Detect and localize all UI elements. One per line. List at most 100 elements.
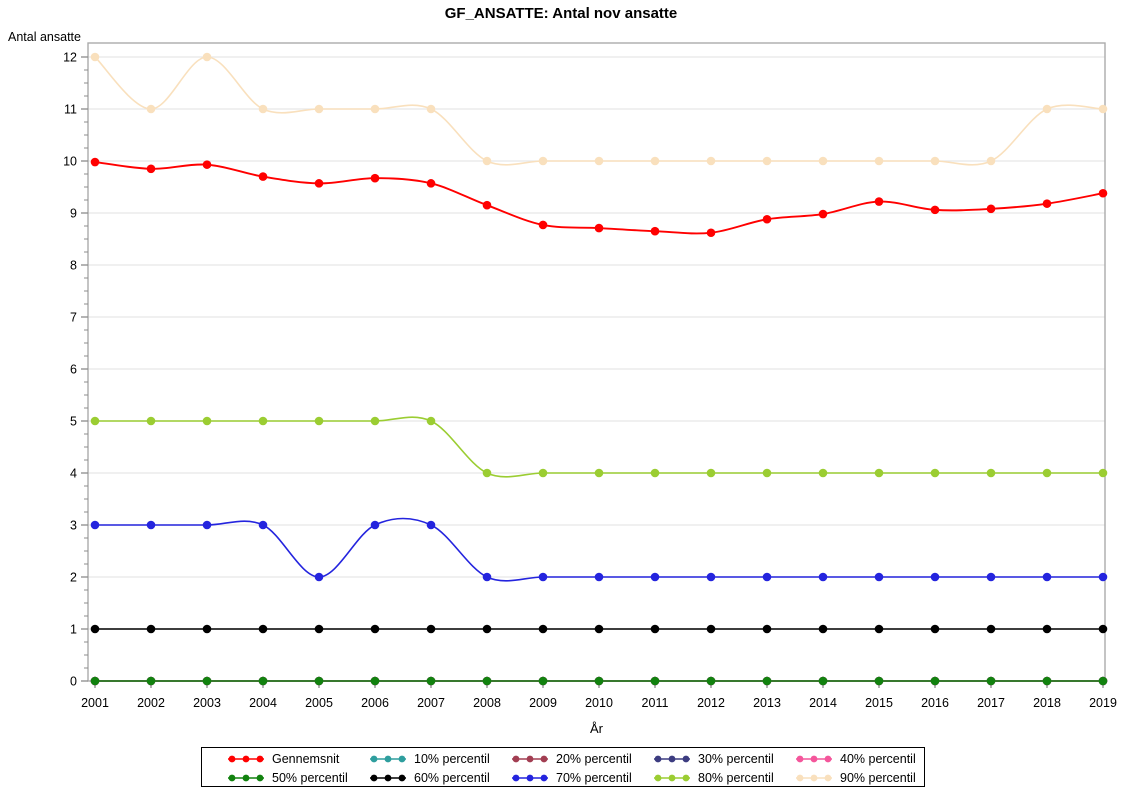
data-point-gennemsnit-2017: [986, 204, 996, 214]
data-point-90-percentil-2018: [1042, 104, 1052, 114]
y-tick-label-2: 2: [70, 571, 77, 585]
series-gennemsnit: [90, 157, 1108, 238]
data-point-gennemsnit-2001: [90, 157, 100, 167]
data-point-90-percentil-2003: [202, 52, 212, 62]
data-point-80-percentil-2016: [930, 468, 940, 478]
data-point-50-percentil-2014: [818, 676, 828, 686]
data-point-70-percentil-2006: [370, 520, 380, 530]
data-point-gennemsnit-2010: [594, 223, 604, 233]
x-tick-label-2009: 2009: [529, 696, 557, 710]
data-point-60-percentil-2019: [1098, 624, 1108, 634]
data-point-60-percentil-2015: [874, 624, 884, 634]
y-tick-label-8: 8: [70, 259, 77, 273]
legend-marker-icon: [228, 774, 264, 781]
y-axis-title: Antal ansatte: [8, 30, 81, 44]
data-point-50-percentil-2019: [1098, 676, 1108, 686]
legend-label: 40% percentil: [840, 751, 916, 766]
legend-marker-icon: [370, 774, 406, 781]
data-point-90-percentil-2010: [594, 156, 604, 166]
legend-item-90-percentil: 90% percentil: [794, 771, 936, 785]
data-point-gennemsnit-2012: [706, 228, 716, 238]
legend-label: 50% percentil: [272, 770, 348, 785]
data-point-70-percentil-2019: [1098, 572, 1108, 582]
legend-label: 80% percentil: [698, 770, 774, 785]
data-point-50-percentil-2001: [90, 676, 100, 686]
data-point-80-percentil-2014: [818, 468, 828, 478]
data-point-gennemsnit-2016: [930, 205, 940, 215]
data-point-60-percentil-2001: [90, 624, 100, 634]
data-point-gennemsnit-2013: [762, 214, 772, 224]
y-tick-label-4: 4: [70, 467, 77, 481]
x-tick-label-2001: 2001: [81, 696, 109, 710]
legend-marker-icon: [228, 755, 264, 762]
data-point-50-percentil-2013: [762, 676, 772, 686]
data-point-80-percentil-2007: [426, 416, 436, 426]
data-point-90-percentil-2016: [930, 156, 940, 166]
data-point-80-percentil-2008: [482, 468, 492, 478]
y-tick-label-3: 3: [70, 519, 77, 533]
data-point-80-percentil-2009: [538, 468, 548, 478]
y-tick-label-10: 10: [63, 155, 77, 169]
data-point-50-percentil-2015: [874, 676, 884, 686]
data-point-70-percentil-2014: [818, 572, 828, 582]
data-point-50-percentil-2008: [482, 676, 492, 686]
legend-marker-icon: [370, 755, 406, 762]
data-point-80-percentil-2010: [594, 468, 604, 478]
data-point-90-percentil-2006: [370, 104, 380, 114]
chart-title: GF_ANSATTE: Antal nov ansatte: [444, 5, 678, 22]
data-point-70-percentil-2008: [482, 572, 492, 582]
data-point-90-percentil-2001: [90, 52, 100, 62]
y-tick-label-0: 0: [70, 675, 77, 689]
x-tick-label-2007: 2007: [417, 696, 445, 710]
x-tick-label-2006: 2006: [361, 696, 389, 710]
legend-item-50-percentil: 50% percentil: [226, 771, 368, 785]
data-point-70-percentil-2003: [202, 520, 212, 530]
data-point-80-percentil-2006: [370, 416, 380, 426]
y-tick-label-9: 9: [70, 207, 77, 221]
data-point-60-percentil-2004: [258, 624, 268, 634]
data-point-gennemsnit-2007: [426, 179, 436, 188]
y-tick-label-12: 12: [63, 51, 77, 65]
y-tick-label-7: 7: [70, 311, 77, 325]
data-point-50-percentil-2016: [930, 676, 940, 686]
data-point-70-percentil-2002: [146, 520, 156, 530]
legend-marker-icon: [512, 755, 548, 762]
y-tick-label-11: 11: [64, 103, 77, 117]
data-point-80-percentil-2018: [1042, 468, 1052, 478]
data-point-50-percentil-2017: [986, 676, 996, 686]
data-point-gennemsnit-2005: [314, 179, 324, 188]
data-point-70-percentil-2018: [1042, 572, 1052, 582]
data-point-90-percentil-2007: [426, 104, 436, 114]
x-tick-label-2015: 2015: [865, 696, 893, 710]
legend-marker-icon: [796, 755, 832, 762]
data-point-gennemsnit-2011: [650, 226, 660, 236]
data-point-70-percentil-2005: [314, 572, 324, 582]
legend-label: Gennemsnit: [272, 751, 340, 766]
data-point-70-percentil-2016: [930, 572, 940, 582]
data-point-80-percentil-2015: [874, 468, 884, 478]
data-point-gennemsnit-2004: [258, 172, 268, 181]
data-point-50-percentil-2011: [650, 676, 660, 686]
data-point-60-percentil-2006: [370, 624, 380, 634]
data-point-60-percentil-2012: [706, 624, 716, 634]
series-50-percentil: [90, 676, 1108, 686]
data-point-90-percentil-2005: [314, 104, 324, 114]
data-point-gennemsnit-2003: [202, 160, 212, 169]
data-point-90-percentil-2009: [538, 156, 548, 166]
data-point-50-percentil-2004: [258, 676, 268, 686]
data-point-60-percentil-2003: [202, 624, 212, 634]
x-tick-label-2003: 2003: [193, 696, 221, 710]
series-60-percentil: [90, 624, 1108, 634]
data-point-60-percentil-2016: [930, 624, 940, 634]
data-point-90-percentil-2008: [482, 156, 492, 166]
data-point-60-percentil-2008: [482, 624, 492, 634]
data-point-50-percentil-2010: [594, 676, 604, 686]
data-point-50-percentil-2002: [146, 676, 156, 686]
legend-marker-icon: [796, 774, 832, 781]
data-point-70-percentil-2015: [874, 572, 884, 582]
data-point-80-percentil-2011: [650, 468, 660, 478]
data-point-gennemsnit-2002: [146, 164, 156, 174]
data-point-60-percentil-2017: [986, 624, 996, 634]
data-point-70-percentil-2013: [762, 572, 772, 582]
x-tick-label-2016: 2016: [921, 696, 949, 710]
